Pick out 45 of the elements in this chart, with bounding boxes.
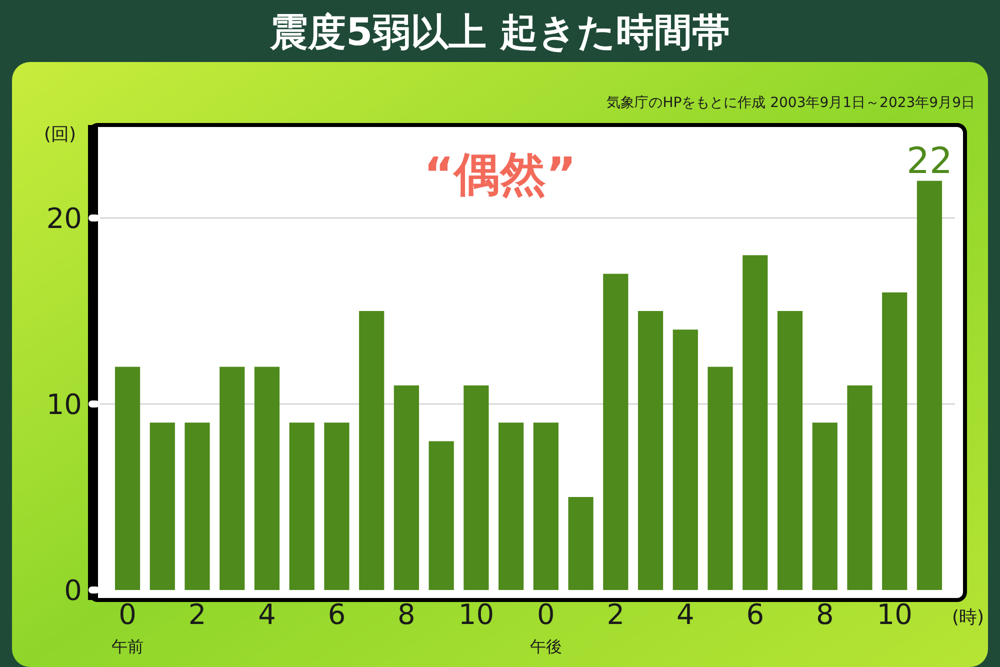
x-tick-label: 0 午後 bbox=[530, 598, 562, 656]
x-tick-label: 2 bbox=[606, 598, 625, 631]
bar bbox=[603, 274, 628, 590]
bar bbox=[220, 366, 245, 590]
bar bbox=[498, 422, 524, 590]
x-tick-label: 8 bbox=[398, 598, 416, 631]
bar bbox=[184, 422, 210, 590]
bar bbox=[289, 422, 314, 590]
bar bbox=[638, 311, 664, 590]
chart-title: 震度5弱以上 起きた時間帯 bbox=[269, 10, 730, 54]
x-axis-title: (時) bbox=[952, 607, 984, 628]
bar bbox=[428, 441, 454, 590]
bar bbox=[394, 385, 420, 590]
data-label: 22 bbox=[906, 140, 952, 182]
bar bbox=[847, 385, 872, 590]
bar bbox=[672, 330, 698, 590]
bar bbox=[708, 366, 733, 590]
x-tick-label: 8 bbox=[816, 598, 834, 631]
x-tick-label: 6 bbox=[746, 598, 764, 631]
bar bbox=[568, 497, 594, 590]
chart-subtitle: 気象庁のHPをもとに作成 2003年9月1日～2023年9月9日 bbox=[606, 95, 975, 111]
bar bbox=[533, 422, 558, 590]
bar bbox=[150, 422, 175, 590]
bar bbox=[114, 366, 140, 590]
x-tick-label: 10 bbox=[876, 598, 912, 631]
bar bbox=[254, 366, 280, 590]
bar bbox=[916, 180, 942, 590]
y-axis-title: (回) bbox=[44, 124, 76, 145]
bar bbox=[777, 311, 803, 590]
bar bbox=[742, 255, 768, 590]
x-tick-label: 4 bbox=[676, 598, 694, 631]
x-tick-label: 10 bbox=[458, 598, 494, 631]
x-tick-label: 2 bbox=[188, 598, 206, 631]
x-tick-label: 4 bbox=[258, 598, 276, 631]
x-tick-label: 6 bbox=[328, 598, 346, 631]
y-tick-label: 0 bbox=[64, 574, 82, 607]
y-tick-label: 10 bbox=[46, 388, 82, 421]
bar bbox=[359, 311, 384, 590]
x-tick-label: 0 午前 bbox=[112, 598, 144, 656]
y-tick-label: 20 bbox=[46, 202, 82, 235]
annotation: “偶然” bbox=[424, 147, 576, 201]
bar bbox=[812, 422, 838, 590]
bar bbox=[324, 422, 350, 590]
bar bbox=[882, 292, 908, 590]
bar bbox=[464, 385, 489, 590]
